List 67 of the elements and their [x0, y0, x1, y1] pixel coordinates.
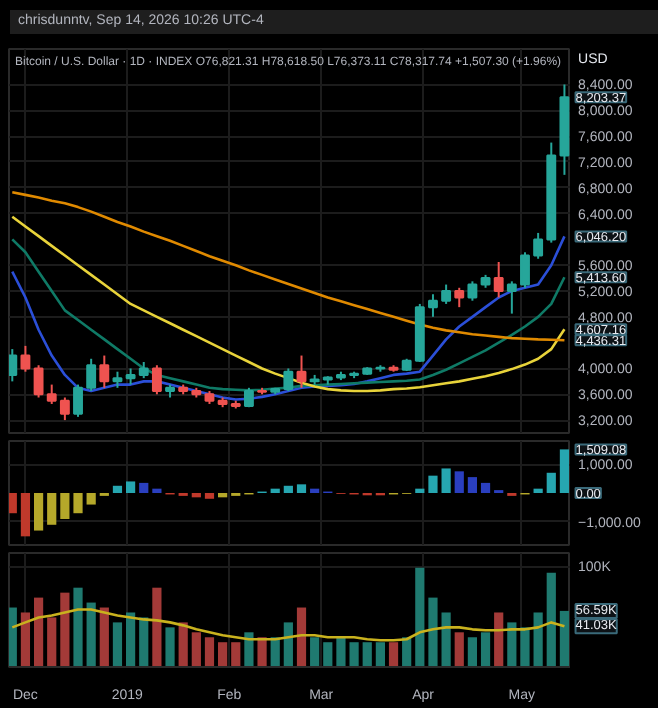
bar	[441, 612, 451, 667]
bar	[60, 592, 70, 667]
bar	[388, 642, 399, 667]
bar	[126, 612, 136, 667]
bar	[204, 493, 215, 499]
candlestick	[467, 280, 478, 302]
bar	[296, 607, 307, 667]
candlestick	[9, 348, 18, 383]
bar	[310, 637, 320, 667]
bar	[20, 612, 31, 667]
bar	[467, 477, 477, 493]
bar	[323, 642, 333, 667]
bar	[33, 493, 44, 531]
candlestick	[454, 286, 465, 309]
bar	[47, 617, 57, 667]
bar	[559, 449, 570, 493]
bar	[112, 485, 123, 493]
bar	[204, 637, 215, 667]
bar	[480, 482, 491, 493]
bar	[454, 632, 464, 667]
bar	[428, 475, 438, 493]
candlestick	[493, 260, 504, 299]
bar	[112, 622, 123, 667]
bar	[33, 597, 44, 667]
bar	[546, 472, 556, 493]
bar	[73, 587, 83, 667]
bar	[546, 572, 556, 667]
bar	[86, 602, 96, 667]
bar	[20, 493, 31, 537]
bar	[244, 632, 254, 667]
bar	[296, 484, 307, 493]
bar	[9, 493, 17, 514]
bar	[191, 632, 201, 667]
bar	[139, 482, 149, 493]
candlestick	[33, 364, 44, 399]
candlestick	[151, 364, 162, 396]
bar	[467, 637, 477, 667]
bar	[520, 627, 530, 667]
bar	[126, 481, 136, 493]
bar	[362, 642, 372, 667]
bar	[178, 622, 188, 667]
bar	[165, 627, 175, 667]
bar	[60, 493, 70, 519]
bar	[533, 612, 543, 667]
bar	[86, 493, 96, 505]
bar	[375, 642, 385, 667]
bar	[9, 607, 17, 667]
bar	[99, 607, 109, 667]
bar	[283, 485, 293, 493]
bar	[283, 622, 293, 667]
bar	[47, 493, 57, 525]
bar	[231, 642, 241, 667]
bar	[73, 493, 83, 514]
bar	[428, 597, 438, 667]
line-series	[10, 190, 566, 342]
bar	[494, 612, 504, 667]
bar	[480, 632, 491, 667]
bar	[218, 642, 228, 667]
bar	[152, 587, 162, 667]
bar	[139, 617, 149, 667]
bar	[415, 567, 425, 667]
bar	[454, 471, 464, 493]
bar	[507, 622, 517, 667]
candlestick	[20, 344, 31, 373]
bar	[441, 468, 451, 493]
bar	[559, 610, 570, 667]
candlestick	[99, 354, 110, 389]
